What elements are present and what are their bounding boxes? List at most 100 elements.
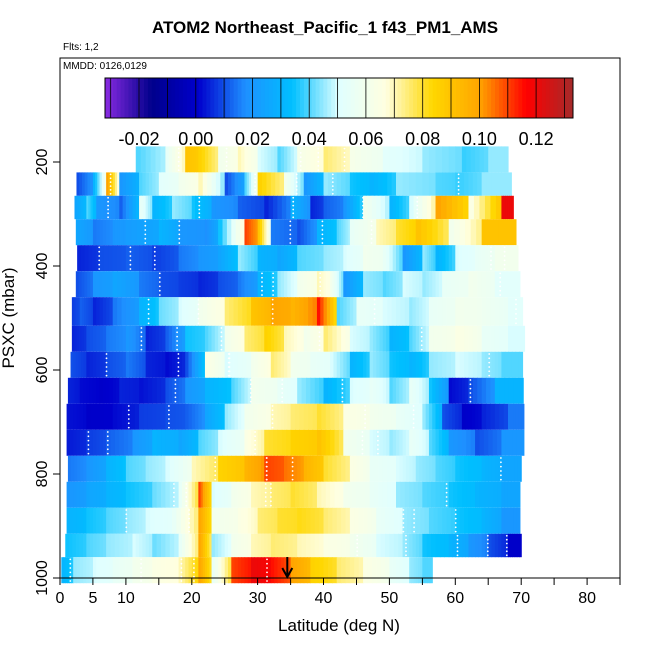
heatmap-cell: [327, 271, 331, 298]
heatmap-cell: [405, 533, 410, 558]
heatmap-cell: [195, 351, 199, 378]
heatmap-cell: [442, 507, 448, 534]
heatmap-cell: [102, 481, 107, 508]
heatmap-cell: [367, 195, 373, 220]
track-point: [153, 246, 156, 249]
heatmap-cell: [224, 557, 229, 584]
track-point: [158, 276, 161, 279]
heatmap-cell: [208, 429, 213, 456]
heatmap-cell: [468, 245, 473, 272]
heatmap-cell: [347, 429, 353, 456]
heatmap-cell: [145, 455, 150, 482]
heatmap-cell: [207, 533, 210, 558]
heatmap-cell: [314, 245, 320, 272]
heatmap-cell: [425, 271, 430, 298]
heatmap-cell: [211, 507, 217, 534]
heatmap-cell: [260, 146, 265, 173]
heatmap-cell: [330, 429, 336, 456]
heatmap-cell: [360, 297, 366, 326]
heatmap-cell: [371, 557, 377, 584]
heatmap-cell: [275, 172, 281, 196]
heatmap-cell: [347, 481, 353, 508]
heatmap-cell: [426, 533, 432, 558]
heatmap-cell: [254, 271, 259, 298]
heatmap-cell: [211, 481, 216, 508]
heatmap-cell: [158, 507, 164, 534]
heatmap-cell: [82, 195, 85, 220]
heatmap-cell: [334, 271, 338, 298]
heatmap-cell: [253, 403, 259, 430]
heatmap-cell: [147, 377, 153, 404]
heatmap-cell: [455, 172, 461, 196]
heatmap-cell: [208, 146, 213, 173]
track-point: [500, 465, 502, 468]
heatmap-cell: [142, 557, 147, 584]
heatmap-cell: [402, 351, 407, 378]
heatmap-cell: [332, 455, 338, 482]
heatmap-cell: [274, 403, 279, 430]
track-point: [98, 250, 101, 253]
heatmap-cell: [442, 351, 448, 378]
track-point: [321, 224, 324, 227]
heatmap-cell: [132, 377, 137, 404]
heatmap-cell: [185, 325, 190, 352]
heatmap-cell: [168, 146, 173, 173]
track-point: [174, 383, 177, 386]
track-point: [416, 204, 419, 207]
colorbar-swatch: [362, 78, 367, 118]
track-point: [457, 185, 460, 188]
heatmap-cell: [333, 297, 338, 326]
heatmap-cell: [354, 507, 360, 534]
track-point: [456, 542, 459, 545]
track-point: [185, 483, 188, 485]
heatmap-cell: [218, 377, 224, 404]
heatmap-cell: [466, 429, 472, 456]
heatmap-cell: [382, 481, 388, 508]
x-tick-label: 40: [315, 590, 333, 607]
heatmap-cell: [290, 403, 296, 430]
heatmap-cell: [200, 507, 204, 534]
heatmap-cell: [277, 146, 282, 173]
track-point: [129, 263, 132, 266]
heatmap-cell: [237, 351, 243, 378]
heatmap-cell: [396, 245, 400, 272]
colorbar-swatch: [569, 78, 574, 118]
heatmap-cell: [301, 533, 307, 558]
heatmap-cell: [419, 245, 423, 272]
heatmap-cell: [392, 195, 397, 220]
heatmap-cell: [287, 172, 292, 196]
heatmap-cell: [310, 245, 316, 272]
heatmap-cell: [490, 377, 496, 404]
heatmap-cell: [195, 325, 199, 352]
heatmap-cell: [195, 172, 199, 196]
heatmap-cell: [280, 325, 285, 352]
track-point: [270, 483, 272, 485]
track-point: [373, 313, 376, 315]
heatmap-cell: [320, 455, 325, 482]
heatmap-cell: [462, 195, 470, 220]
heatmap-cell: [391, 297, 397, 326]
heatmap-cell: [106, 351, 111, 378]
heatmap-cell: [198, 195, 203, 220]
heatmap-cell: [356, 271, 361, 298]
heatmap-cell: [248, 403, 254, 430]
track-point: [412, 409, 415, 412]
heatmap-cell: [409, 297, 414, 326]
heatmap-cell: [102, 377, 107, 404]
track-point: [416, 200, 419, 203]
heatmap-cell: [109, 351, 114, 378]
heatmap-cell: [246, 219, 250, 246]
heatmap-cell: [319, 271, 322, 298]
heatmap-cell: [191, 271, 196, 298]
track-point: [361, 448, 364, 451]
heatmap-cell: [211, 429, 216, 456]
colorbar-swatch: [218, 78, 223, 118]
heatmap-cell: [409, 146, 417, 173]
heatmap-cell: [323, 172, 329, 196]
heatmap-cell: [207, 172, 213, 196]
heatmap-cell: [439, 481, 445, 508]
heatmap-cell: [290, 377, 295, 404]
track-point: [225, 152, 228, 154]
heatmap-cell: [202, 481, 206, 508]
heatmap-cell: [307, 195, 311, 220]
